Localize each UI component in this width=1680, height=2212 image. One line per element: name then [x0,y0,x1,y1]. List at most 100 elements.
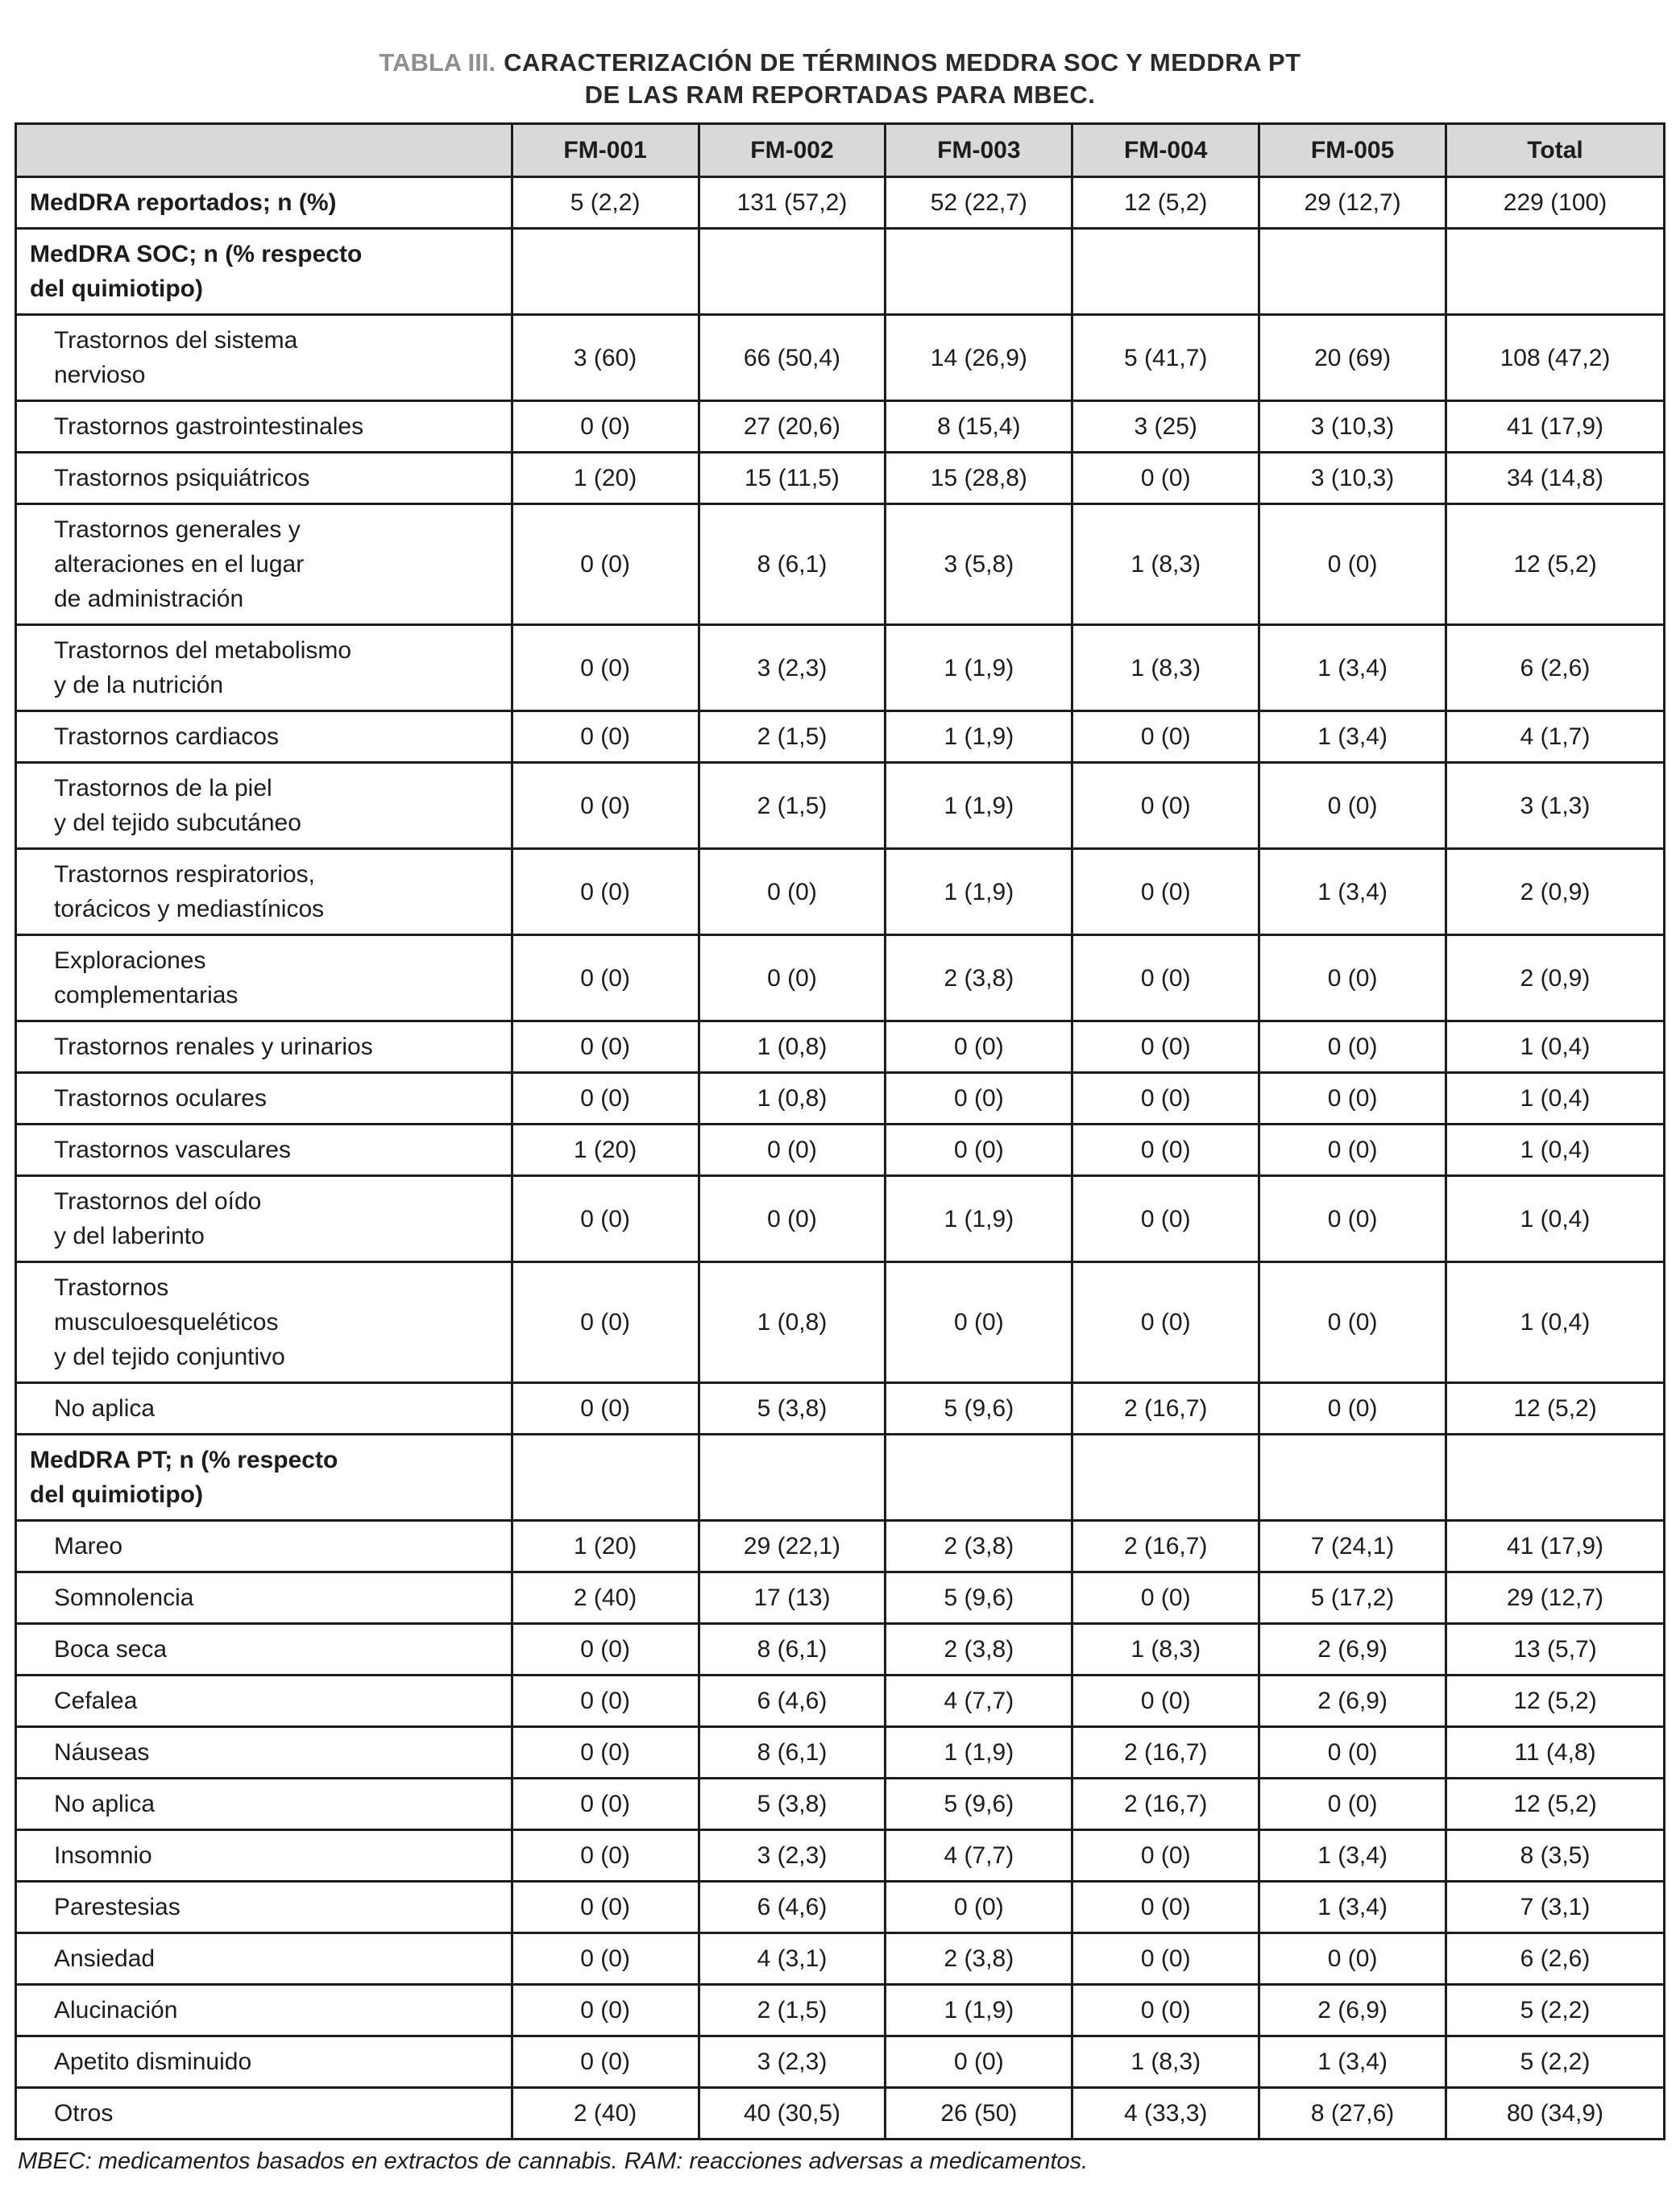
value-cell: 0 (0) [510,2035,700,2089]
value-cell: 8 (3,5) [1445,1829,1665,1883]
row-label: Trastornos psiquiátricos [15,451,513,505]
row-label: Trastornos renales y urinarios [15,1020,513,1074]
value-cell: 20 (69) [1258,313,1448,402]
value-cell: 0 (0) [1258,1123,1448,1177]
value-cell: 0 (0) [884,1123,1074,1177]
value-cell: 4 (7,7) [884,1829,1074,1883]
value-cell [697,1433,887,1522]
value-cell: 0 (0) [1071,1932,1261,1986]
value-cell: 0 (0) [1258,1932,1448,1986]
value-cell: 0 (0) [1258,1174,1448,1263]
table-row: Insomnio 0 (0) 3 (2,3) 4 (7,7) 0 (0) 1 (3,4) 8… [15,1829,1665,1883]
value-cell: 1 (1,9) [884,847,1074,936]
value-cell: 2 (1,5) [697,1983,887,2037]
value-cell: 3 (2,3) [697,1829,887,1883]
table-row: Exploraciones complementarias 0 (0) 0 (0) 2… [15,934,1665,1022]
value-cell [884,1433,1074,1522]
value-cell: 13 (5,7) [1445,1622,1665,1676]
table-row: Trastornos musculoesqueléticos y del tej… [15,1261,1665,1384]
value-cell: 1 (0,4) [1445,1123,1665,1177]
value-cell: 4 (33,3) [1071,2086,1261,2140]
row-label: Somnolencia [15,1571,513,1625]
table-row: Otros 2 (40) 40 (30,5) 26 (50) 4 (33,3) 8 (27… [15,2086,1665,2140]
value-cell: 0 (0) [1071,847,1261,936]
value-cell: 0 (0) [1071,1071,1261,1125]
value-cell: 0 (0) [884,1020,1074,1074]
value-cell: 0 (0) [1258,503,1448,626]
table-row: Somnolencia 2 (40) 17 (13) 5 (9,6) 0 (0) 5 (1… [15,1571,1665,1625]
table-row: Mareo 1 (20) 29 (22,1) 2 (3,8) 2 (16,7) 7 (24… [15,1519,1665,1573]
value-cell: 3 (2,3) [697,623,887,712]
section-row-label: MedDRA reportados; n (%) [15,176,513,230]
value-cell: 1 (1,9) [884,710,1074,764]
row-label: Insomnio [15,1829,513,1883]
value-cell: 0 (0) [510,1261,700,1384]
table-row: Trastornos generales y alteraciones en e… [15,503,1665,626]
row-label: Otros [15,2086,513,2140]
value-cell: 2 (1,5) [697,710,887,764]
value-cell: 0 (0) [1258,1381,1448,1435]
meddra-table: FM-001 FM-002 FM-003 FM-004 FM-005 Total MedD… [15,122,1665,2140]
table-row: Cefalea 0 (0) 6 (4,6) 4 (7,7) 0 (0) 2 (6,9) 12… [15,1674,1665,1728]
value-cell: 11 (4,8) [1445,1725,1665,1779]
value-cell: 2 (6,9) [1258,1983,1448,2037]
corner-cell [15,122,513,178]
row-label: Parestesias [15,1880,513,1934]
value-cell: 5 (2,2) [1445,2035,1665,2089]
value-cell: 3 (25) [1071,400,1261,454]
value-cell: 1 (0,4) [1445,1020,1665,1074]
table-row: Trastornos del metabolismo y de la nutri… [15,623,1665,712]
value-cell: 2 (6,9) [1258,1674,1448,1728]
row-label: Trastornos respiratorios, torácicos y me… [15,847,513,936]
value-cell: 0 (0) [884,1880,1074,1934]
value-cell: 66 (50,4) [697,313,887,402]
value-cell: 1 (8,3) [1071,1622,1261,1676]
value-cell: 108 (47,2) [1445,313,1665,402]
value-cell: 0 (0) [1071,1174,1261,1263]
row-label: Apetito disminuido [15,2035,513,2089]
value-cell [1445,227,1665,316]
table-row: Trastornos vasculares 1 (20) 0 (0) 0 (0) 0 (… [15,1123,1665,1177]
value-cell: 0 (0) [510,1674,700,1728]
value-cell: 1 (20) [510,1519,700,1573]
value-cell: 41 (17,9) [1445,400,1665,454]
value-cell: 2 (16,7) [1071,1381,1261,1435]
header-row: FM-001 FM-002 FM-003 FM-004 FM-005 Total [15,122,1665,178]
value-cell: 6 (2,6) [1445,1932,1665,1986]
value-cell: 0 (0) [510,623,700,712]
value-cell: 29 (12,7) [1445,1571,1665,1625]
table-row: Trastornos del oído y del laberinto 0 (0)… [15,1174,1665,1263]
value-cell: 0 (0) [884,2035,1074,2089]
value-cell: 0 (0) [1258,934,1448,1022]
table-number-label: TABLA III. [379,48,496,77]
value-cell: 0 (0) [510,1381,700,1435]
value-cell: 0 (0) [510,1174,700,1263]
value-cell: 0 (0) [1258,761,1448,850]
value-cell: 0 (0) [1258,1725,1448,1779]
value-cell: 5 (9,6) [884,1777,1074,1831]
value-cell: 2 (0,9) [1445,847,1665,936]
value-cell: 2 (0,9) [1445,934,1665,1022]
value-cell: 0 (0) [510,400,700,454]
value-cell [1258,227,1448,316]
value-cell: 14 (26,9) [884,313,1074,402]
row-label: No aplica [15,1777,513,1831]
value-cell: 0 (0) [510,1983,700,2037]
row-label: Boca seca [15,1622,513,1676]
value-cell [697,227,887,316]
table-row: Boca seca 0 (0) 8 (6,1) 2 (3,8) 1 (8,3) 2 (6,… [15,1622,1665,1676]
value-cell [1071,1433,1261,1522]
table-row: Parestesias 0 (0) 6 (4,6) 0 (0) 0 (0) 1 (3,4)… [15,1880,1665,1934]
value-cell: 0 (0) [510,1777,700,1831]
value-cell: 4 (7,7) [884,1674,1074,1728]
table-row: Trastornos respiratorios, torácicos y me… [15,847,1665,936]
row-label: Trastornos oculares [15,1071,513,1125]
value-cell: 1 (0,8) [697,1261,887,1384]
value-cell: 12 (5,2) [1071,176,1261,230]
value-cell: 0 (0) [1071,1020,1261,1074]
value-cell: 8 (6,1) [697,503,887,626]
table-row: No aplica 0 (0) 5 (3,8) 5 (9,6) 2 (16,7) 0 (0… [15,1777,1665,1831]
value-cell: 1 (1,9) [884,1725,1074,1779]
value-cell: 0 (0) [697,847,887,936]
value-cell: 0 (0) [697,934,887,1022]
